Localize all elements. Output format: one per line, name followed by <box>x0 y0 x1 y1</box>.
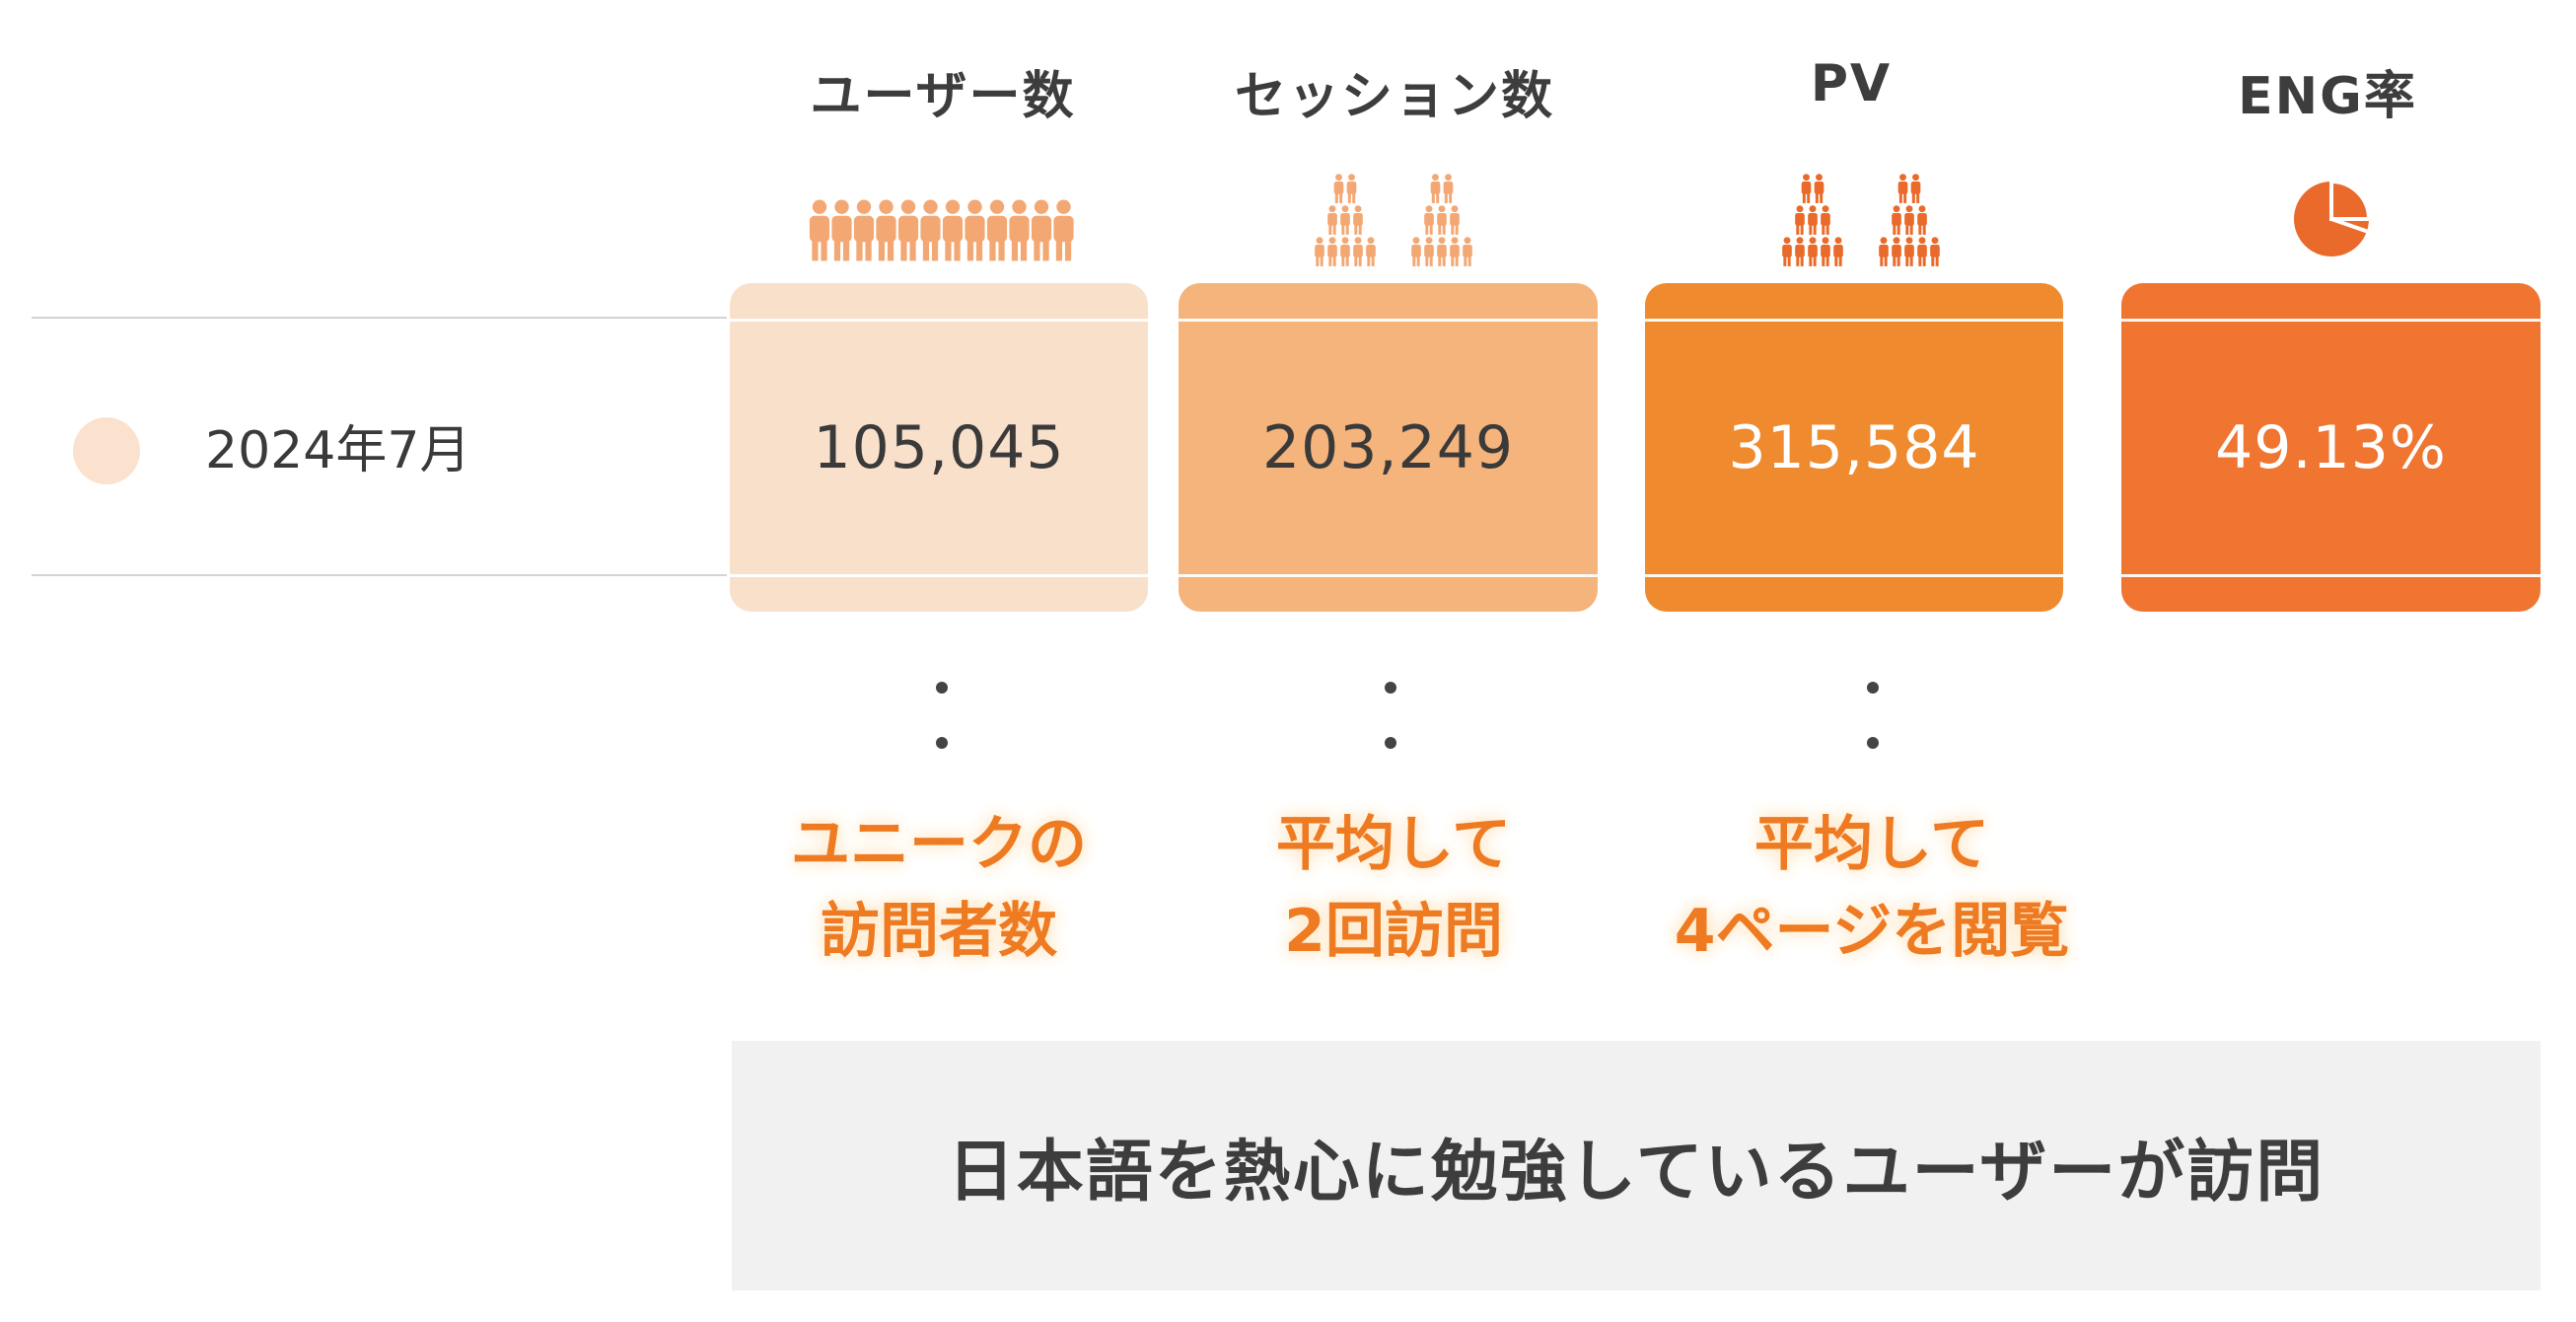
person-glyph <box>1450 205 1460 235</box>
value-cell-users: 105,045 <box>730 283 1148 612</box>
person-glyph <box>1031 199 1052 261</box>
person-glyph <box>876 199 896 261</box>
value-cell-sessions: 203,249 <box>1179 283 1598 612</box>
person-glyph <box>1333 174 1344 203</box>
value-users: 105,045 <box>813 412 1065 482</box>
person-glyph <box>1795 205 1805 235</box>
header-pv: PV <box>1810 54 1893 113</box>
person-glyph <box>1450 237 1460 266</box>
pie-chart-icon <box>2294 179 2372 257</box>
person-glyph <box>1366 237 1376 266</box>
person-glyph <box>809 199 830 261</box>
pie-slice-divider <box>2330 217 2368 234</box>
note-sessions: 平均して 2回訪問 <box>1117 801 1670 975</box>
person-glyph <box>1833 237 1843 266</box>
person-glyph <box>1353 205 1363 235</box>
person-glyph <box>1327 205 1337 235</box>
ellipsis-dots-users <box>936 682 948 792</box>
person-glyph <box>1814 174 1825 203</box>
person-glyph <box>1437 237 1447 266</box>
person-glyph <box>1315 237 1324 266</box>
person-glyph <box>1808 237 1818 266</box>
person-glyph <box>1340 205 1350 235</box>
person-glyph <box>1930 237 1940 266</box>
person-glyph <box>1795 237 1805 266</box>
value-eng-rate: 49.13% <box>2215 412 2447 482</box>
person-glyph <box>1353 237 1363 266</box>
person-glyph <box>1463 237 1472 266</box>
person-glyph <box>1437 205 1447 235</box>
person-glyph <box>853 199 875 261</box>
person-glyph <box>1917 237 1927 266</box>
person-glyph <box>920 199 941 261</box>
row-marker <box>73 417 140 484</box>
people-row-icon <box>809 199 1074 261</box>
note-pv-line-1: 平均して <box>1753 810 1990 879</box>
person-glyph <box>1892 205 1901 235</box>
row-label: 2024年7月 <box>205 421 471 480</box>
person-glyph <box>1411 237 1421 266</box>
person-glyph <box>1430 174 1441 203</box>
person-glyph <box>1424 205 1434 235</box>
note-pv-line-2: 4ページを閲覧 <box>1674 897 2070 966</box>
value-pv: 315,584 <box>1728 412 1980 482</box>
summary-banner: 日本語を熱心に勉強しているユーザーが訪問 <box>732 1041 2540 1290</box>
person-glyph <box>1327 237 1337 266</box>
person-glyph <box>965 199 985 261</box>
person-glyph <box>1897 174 1908 203</box>
person-glyph <box>1443 174 1454 203</box>
person-glyph <box>897 199 919 261</box>
person-glyph <box>1917 205 1927 235</box>
person-glyph <box>1821 205 1830 235</box>
person-glyph <box>942 199 964 261</box>
person-glyph <box>1808 205 1818 235</box>
value-cell-eng-rate: 49.13% <box>2121 283 2540 612</box>
note-sessions-line-2: 2回訪問 <box>1284 897 1503 966</box>
person-glyph <box>1009 199 1030 261</box>
ellipsis-dots-pv <box>1867 682 1879 792</box>
note-users-line-1: ユニークの <box>791 810 1087 879</box>
header-users: ユーザー数 <box>810 67 1076 126</box>
person-glyph <box>1782 237 1792 266</box>
note-users: ユニークの 訪問者数 <box>663 801 1215 975</box>
ellipsis-dots-sessions <box>1385 682 1396 792</box>
pie-slice-outline <box>2329 179 2372 221</box>
note-sessions-line-1: 平均して <box>1275 810 1512 879</box>
person-glyph <box>1904 237 1914 266</box>
person-glyph <box>1892 237 1901 266</box>
person-glyph <box>1801 174 1812 203</box>
person-glyph <box>1879 237 1889 266</box>
person-glyph <box>1346 174 1357 203</box>
person-glyph <box>1910 174 1921 203</box>
note-pv: 平均して 4ページを閲覧 <box>1596 801 2148 975</box>
people-pyramid-icon <box>1315 174 1472 266</box>
note-users-line-2: 訪問者数 <box>821 897 1057 966</box>
person-glyph <box>1904 205 1914 235</box>
summary-text: 日本語を熱心に勉強しているユーザーが訪問 <box>947 1134 2326 1212</box>
person-glyph <box>1424 237 1434 266</box>
header-sessions: セッション数 <box>1234 67 1554 126</box>
person-glyph <box>831 199 852 261</box>
person-glyph <box>1340 237 1350 266</box>
person-glyph <box>1821 237 1830 266</box>
value-sessions: 203,249 <box>1261 412 1515 482</box>
people-pyramid-icon <box>1782 174 1940 266</box>
row-bottom-divider <box>32 574 727 576</box>
person-glyph <box>986 199 1008 261</box>
person-glyph <box>1053 199 1074 261</box>
header-eng-rate: ENG率 <box>2238 67 2417 126</box>
value-cell-pv: 315,584 <box>1645 283 2063 612</box>
row-top-divider <box>32 317 727 319</box>
